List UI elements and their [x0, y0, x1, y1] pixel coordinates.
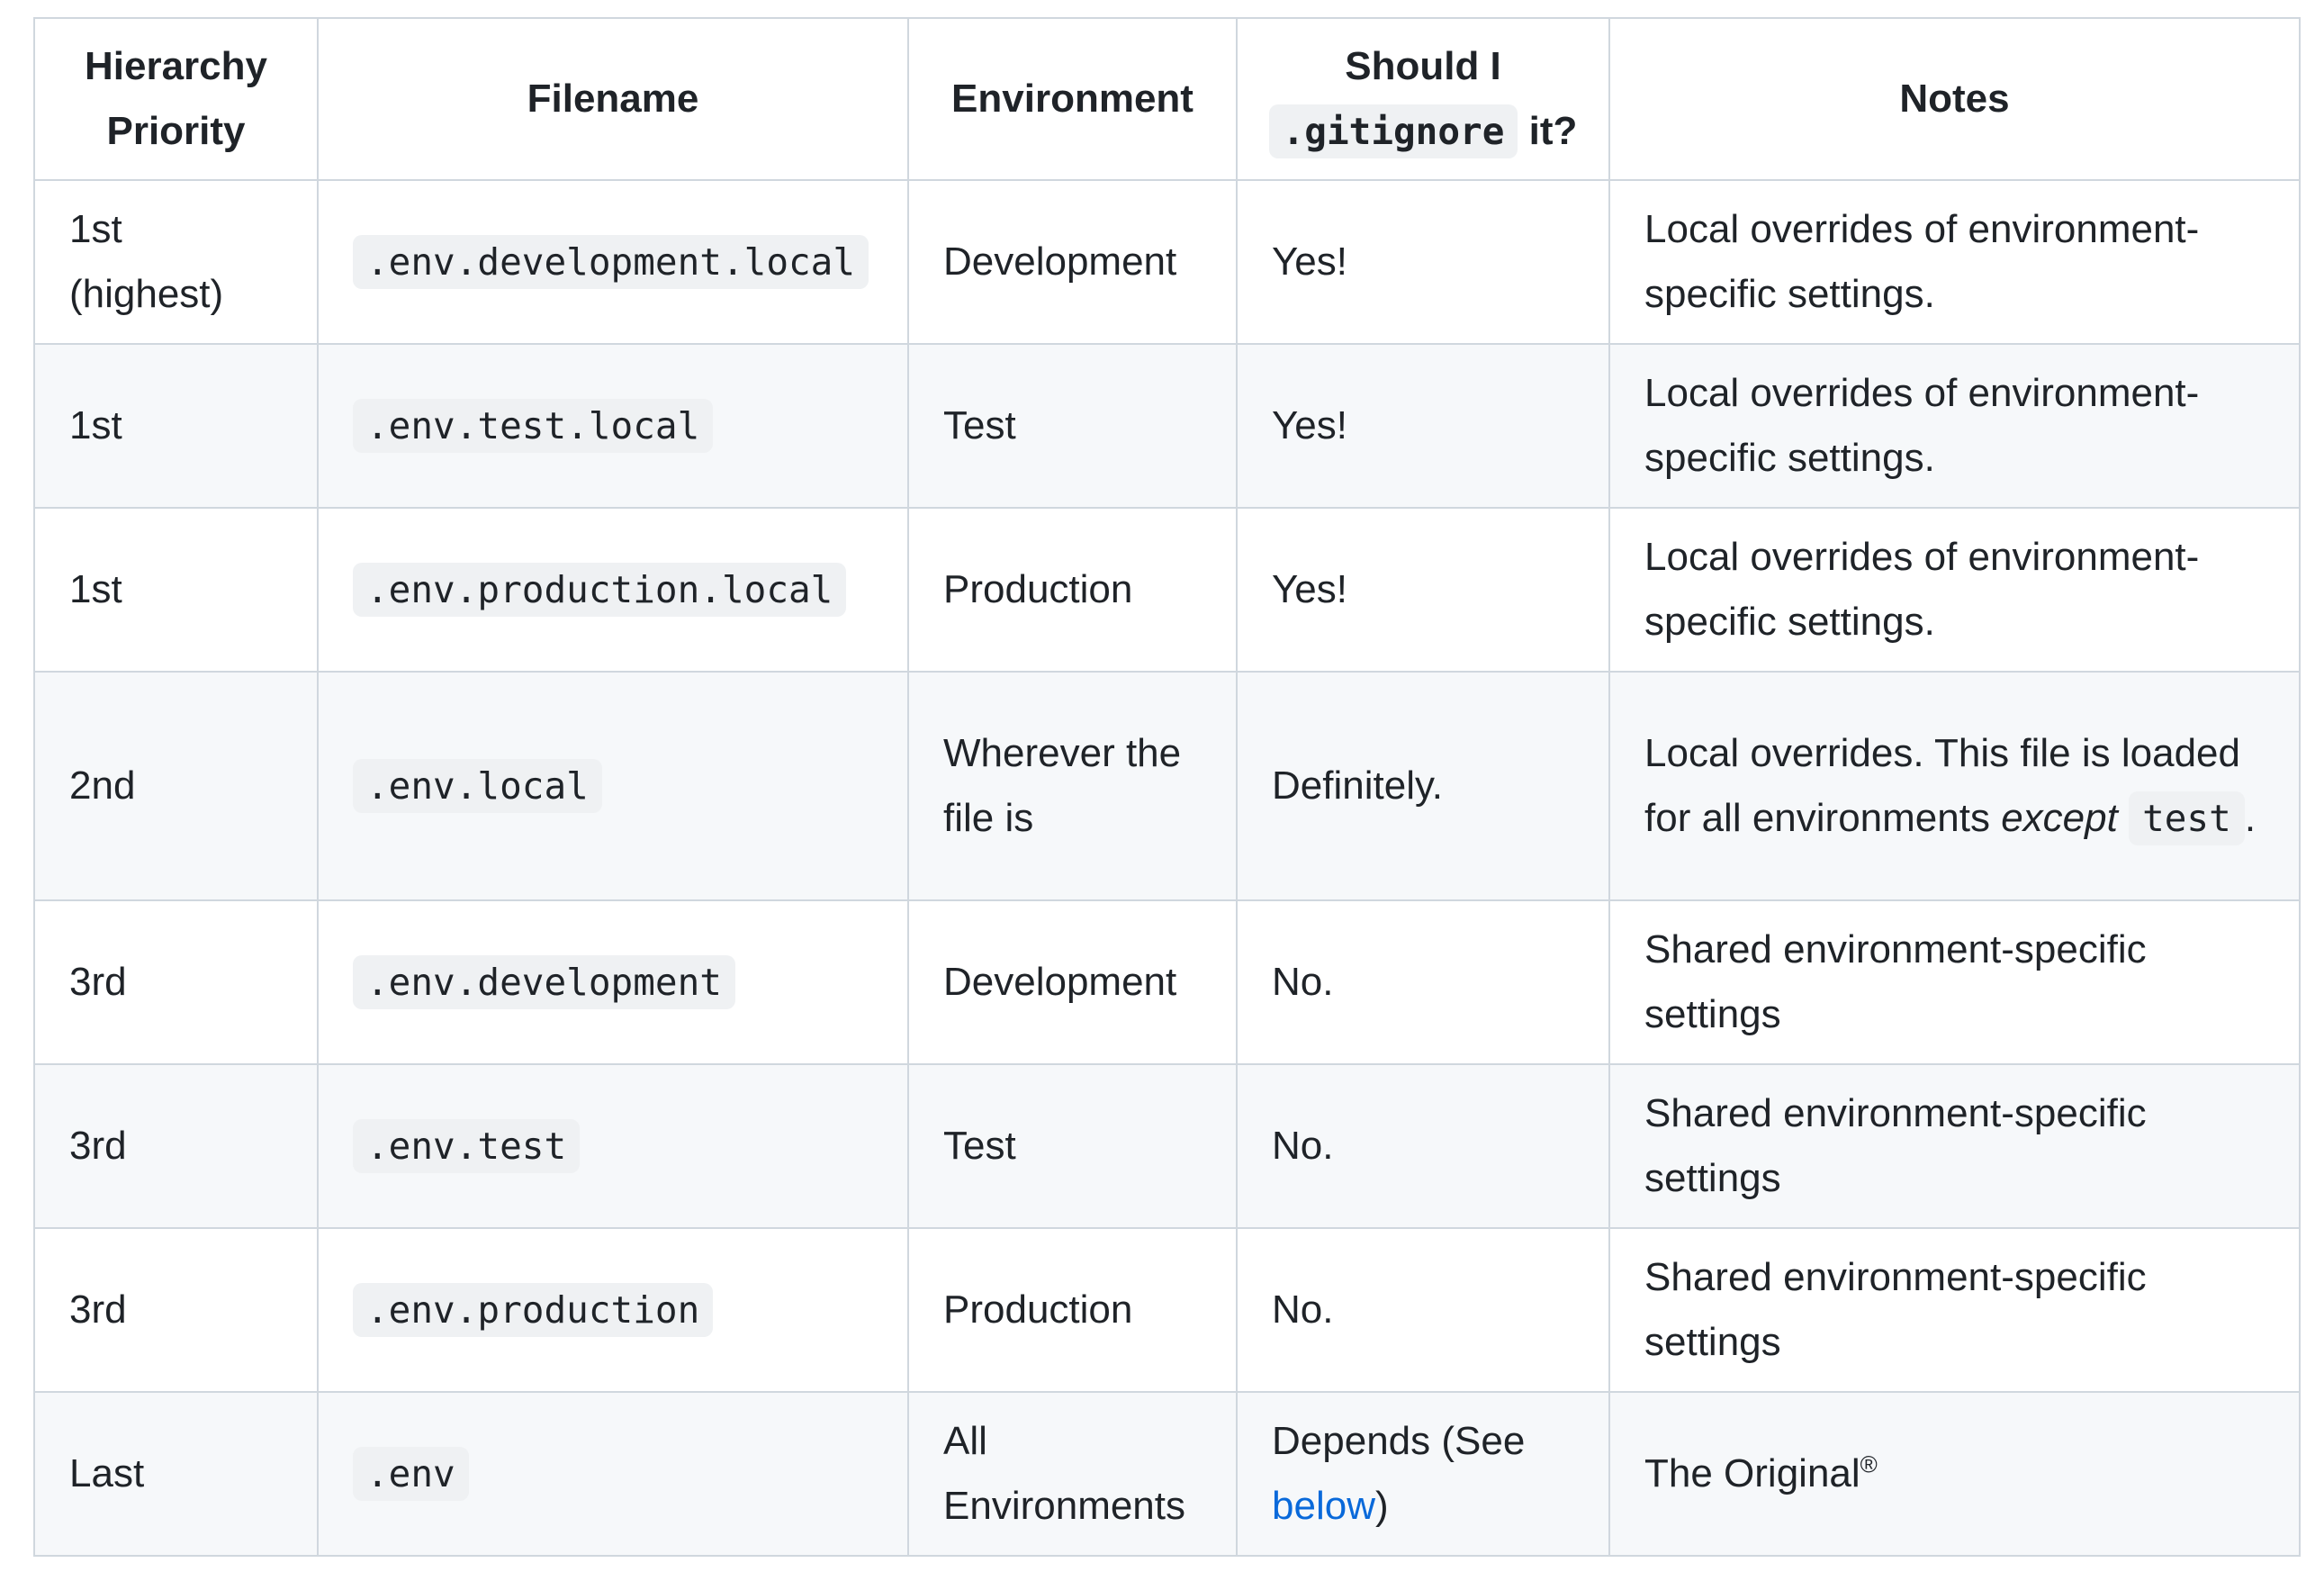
filename-code: .env.test: [353, 1119, 581, 1173]
cell-gitignore: Yes!: [1236, 507, 1610, 673]
filename-code: .env: [353, 1447, 469, 1501]
filename-code: .env.development.local: [353, 235, 869, 289]
cell-filename: .env.development: [317, 899, 909, 1065]
cell-gitignore: Yes!: [1236, 179, 1610, 345]
cell-notes: Local overrides. This file is loaded for…: [1608, 671, 2301, 901]
cell-notes: Local overrides of environment-specific …: [1608, 507, 2301, 673]
cell-filename: .env.local: [317, 671, 909, 901]
cell-gitignore: Yes!: [1236, 343, 1610, 509]
cell-gitignore: No.: [1236, 1063, 1610, 1229]
cell-environment: Development: [907, 179, 1238, 345]
cell-priority: Last: [33, 1391, 319, 1557]
header-filename: Filename: [317, 17, 909, 181]
notes-code: test: [2129, 791, 2245, 845]
cell-notes: Local overrides of environment-specific …: [1608, 343, 2301, 509]
cell-filename: .env.production.local: [317, 507, 909, 673]
header-environment: Environment: [907, 17, 1238, 181]
table-row: 1st (highest) .env.development.local Dev…: [33, 179, 2301, 345]
header-priority: Hierarchy Priority: [33, 17, 319, 181]
header-gitignore: Should I .gitignore it?: [1236, 17, 1610, 181]
cell-notes: Local overrides of environment-specific …: [1608, 179, 2301, 345]
table-header: Hierarchy Priority Filename Environment S…: [33, 17, 2301, 181]
table-row: 1st .env.production.local Production Yes…: [33, 507, 2301, 673]
header-notes: Notes: [1608, 17, 2301, 181]
table-row: 3rd .env.test Test No. Shared environmen…: [33, 1063, 2301, 1229]
cell-priority: 3rd: [33, 899, 319, 1065]
cell-notes: Shared environment-specific settings: [1608, 899, 2301, 1065]
filename-code: .env.development: [353, 955, 735, 1009]
cell-environment: Development: [907, 899, 1238, 1065]
cell-environment: Production: [907, 507, 1238, 673]
cell-filename: .env.test.local: [317, 343, 909, 509]
filename-code: .env.production.local: [353, 563, 847, 617]
table-body: 1st (highest) .env.development.local Dev…: [33, 179, 2301, 1557]
filename-code: .env.local: [353, 759, 602, 813]
cell-environment: All Environments: [907, 1391, 1238, 1557]
cell-priority: 1st: [33, 343, 319, 509]
below-link[interactable]: below: [1272, 1484, 1375, 1528]
cell-filename: .env.development.local: [317, 179, 909, 345]
table-row: 2nd .env.local Wherever the file is Defi…: [33, 671, 2301, 901]
cell-filename: .env.production: [317, 1227, 909, 1393]
cell-environment: Test: [907, 343, 1238, 509]
filename-code: .env.test.local: [353, 399, 714, 453]
table-row: 3rd .env.development Development No. Sha…: [33, 899, 2301, 1065]
gitignore-code: .gitignore: [1268, 104, 1518, 158]
cell-gitignore: Depends (See below): [1236, 1391, 1610, 1557]
cell-filename: .env: [317, 1391, 909, 1557]
filename-code: .env.production: [353, 1283, 714, 1337]
env-files-table-container: Hierarchy Priority Filename Environment S…: [33, 17, 2301, 1557]
cell-priority: 1st: [33, 507, 319, 673]
cell-gitignore: Definitely.: [1236, 671, 1610, 901]
cell-priority: 1st (highest): [33, 179, 319, 345]
cell-notes: Shared environment-specific settings: [1608, 1063, 2301, 1229]
table-row: 3rd .env.production Production No. Share…: [33, 1227, 2301, 1393]
env-files-table: Hierarchy Priority Filename Environment S…: [33, 17, 2301, 1557]
cell-notes: The Original®: [1608, 1391, 2301, 1557]
registered-mark: ®: [1860, 1450, 1878, 1478]
cell-priority: 2nd: [33, 671, 319, 901]
cell-environment: Production: [907, 1227, 1238, 1393]
cell-gitignore: No.: [1236, 899, 1610, 1065]
header-row: Hierarchy Priority Filename Environment S…: [33, 17, 2301, 181]
table-row: Last .env All Environments Depends (See …: [33, 1391, 2301, 1557]
cell-filename: .env.test: [317, 1063, 909, 1229]
cell-environment: Wherever the file is: [907, 671, 1238, 901]
cell-priority: 3rd: [33, 1063, 319, 1229]
cell-gitignore: No.: [1236, 1227, 1610, 1393]
cell-priority: 3rd: [33, 1227, 319, 1393]
cell-notes: Shared environment-specific settings: [1608, 1227, 2301, 1393]
cell-environment: Test: [907, 1063, 1238, 1229]
table-row: 1st .env.test.local Test Yes! Local over…: [33, 343, 2301, 509]
